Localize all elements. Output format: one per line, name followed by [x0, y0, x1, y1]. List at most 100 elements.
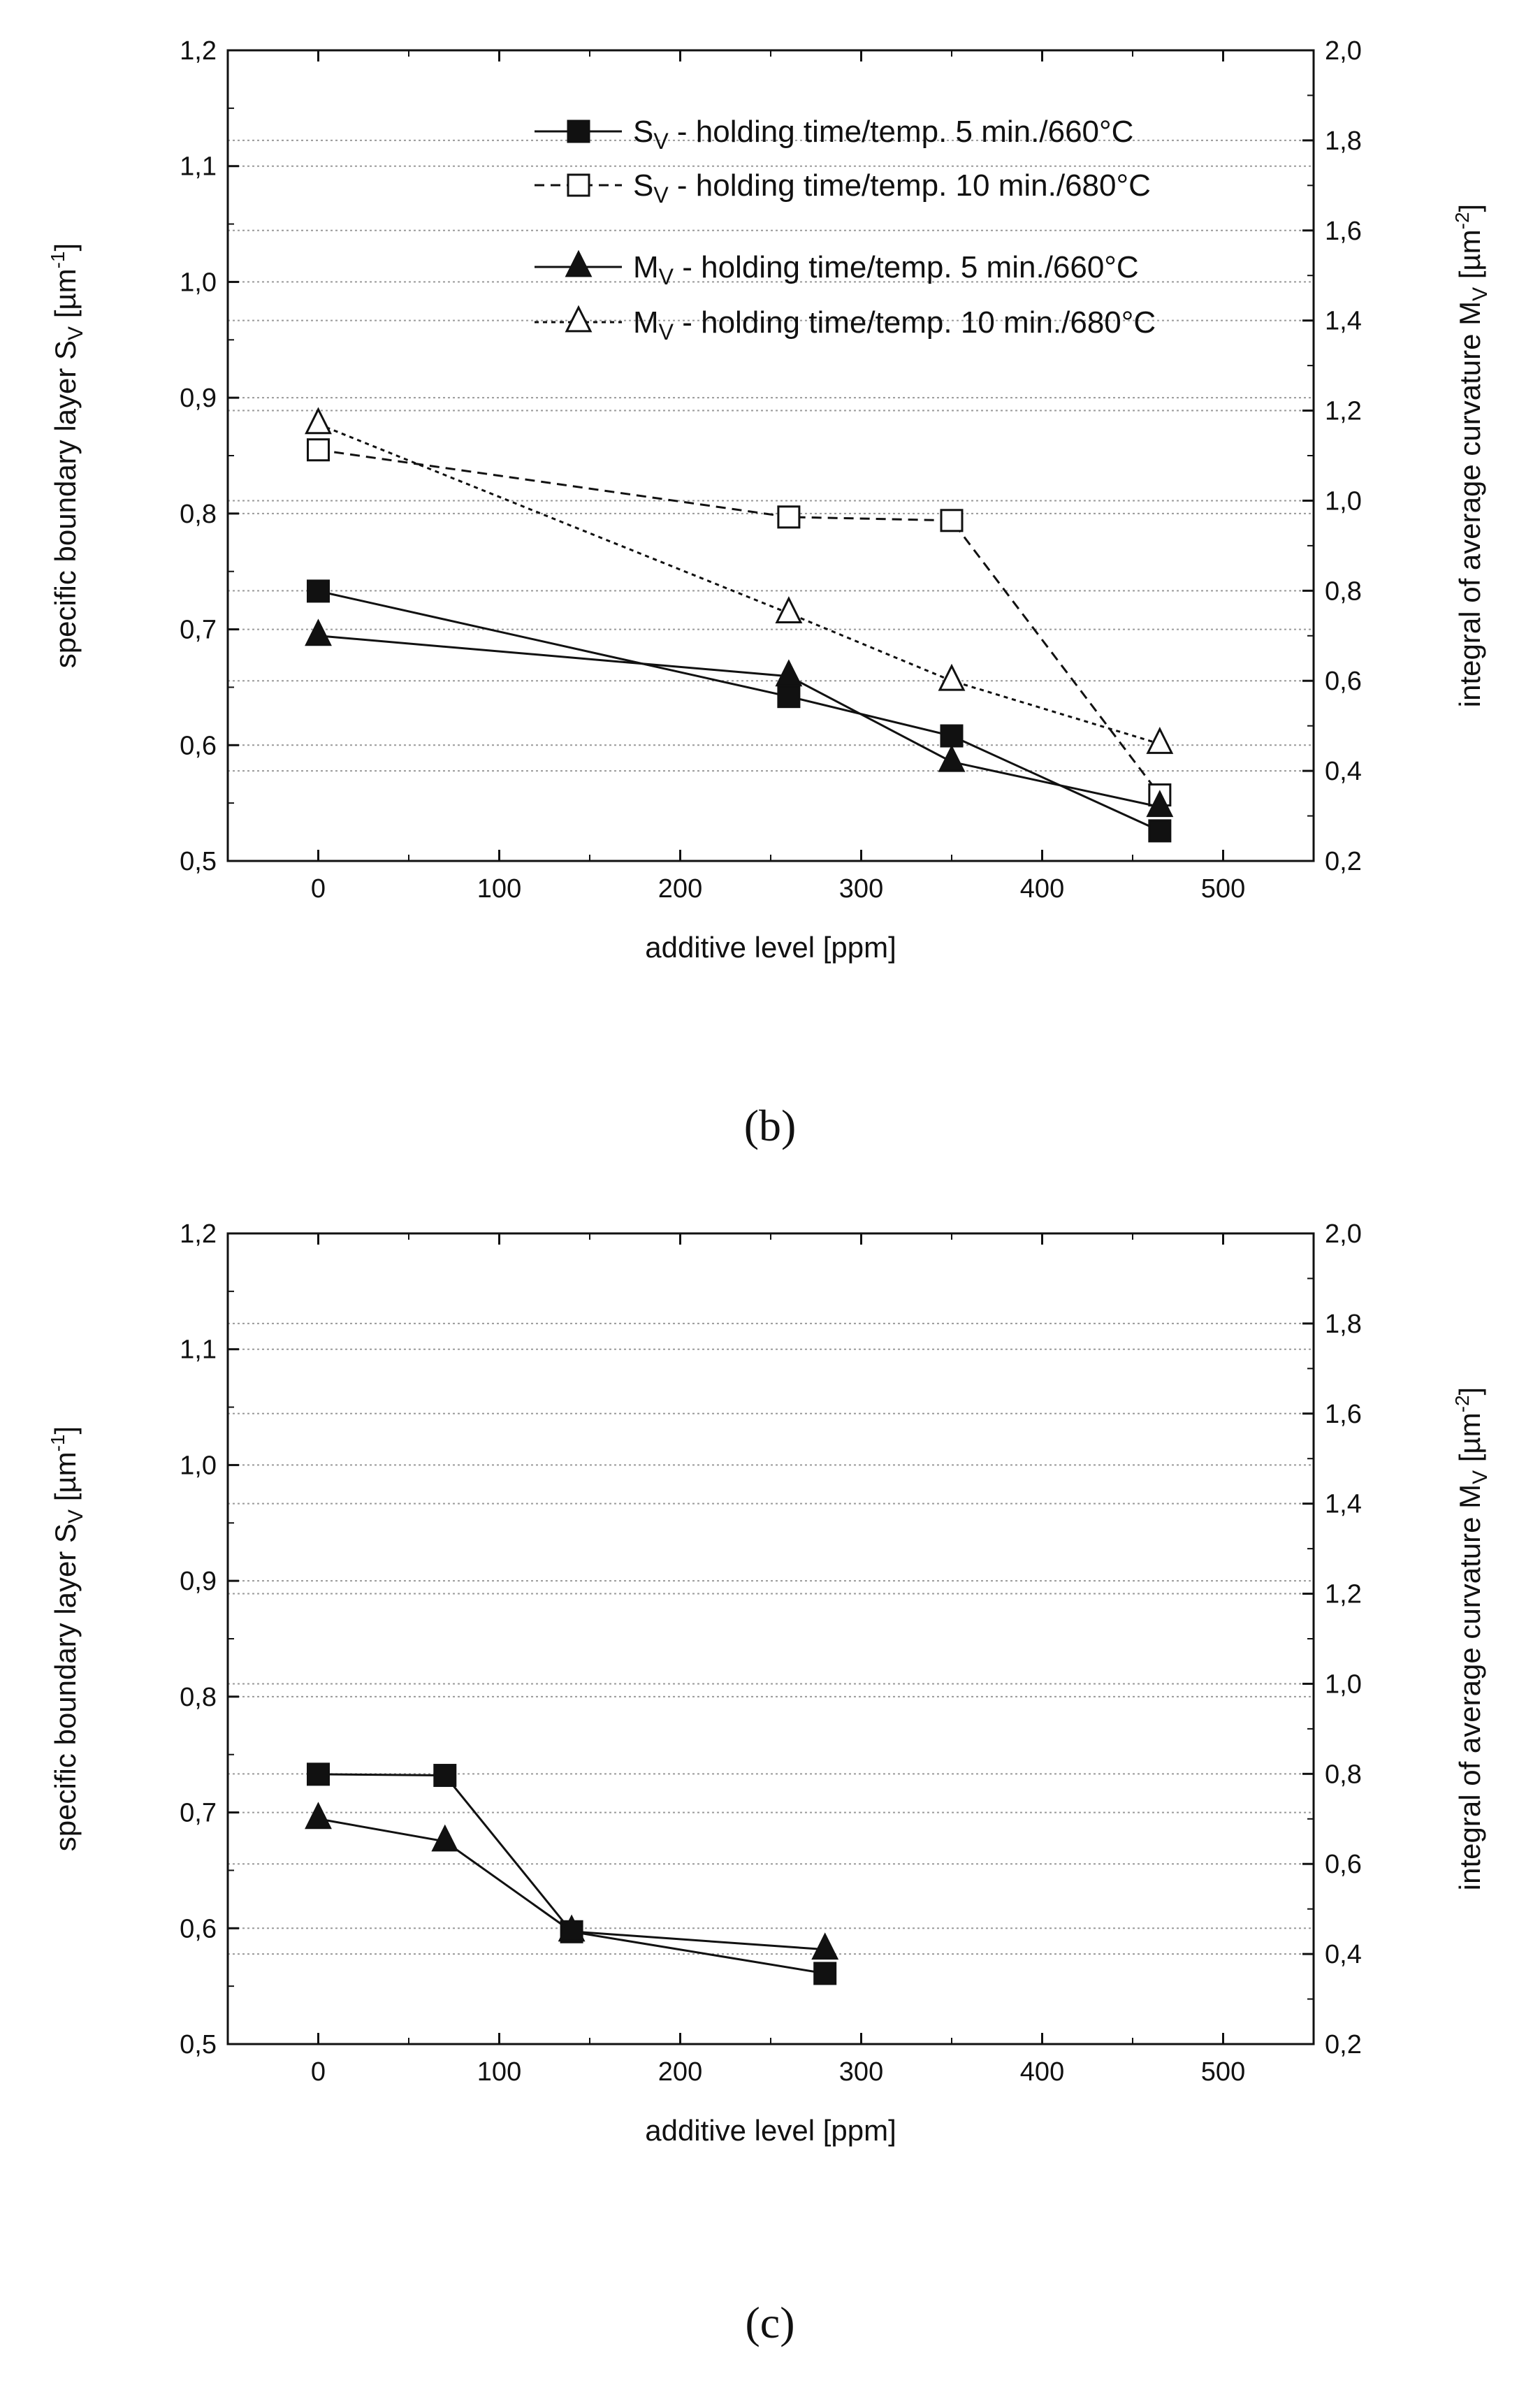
series-4	[305, 407, 1174, 754]
y2-tick-label: 2,0	[1325, 36, 1362, 66]
data-point	[777, 505, 801, 529]
data-point	[811, 1932, 839, 1960]
y-tick-label: 0,6	[180, 731, 217, 760]
data-point	[940, 724, 964, 748]
x-tick-label: 300	[839, 2057, 883, 2087]
y-tick-label: 1,0	[180, 1451, 217, 1480]
series-line	[318, 635, 1161, 809]
x-tick-label: 100	[477, 2057, 521, 2087]
legend-marker	[567, 173, 590, 197]
y2-tick-label: 1,6	[1325, 1400, 1362, 1429]
y2-tick-label: 0,6	[1325, 1850, 1362, 1879]
y-tick-label: 0,7	[180, 1799, 217, 1828]
y2-tick-label: 1,0	[1325, 486, 1362, 516]
x-tick-label: 400	[1020, 874, 1064, 904]
y2-tick-label: 1,4	[1325, 307, 1362, 336]
y2-tick-label: 0,8	[1325, 577, 1362, 606]
data-point	[777, 685, 801, 709]
y2-tick-label: 0,4	[1325, 757, 1362, 786]
y2-tick-label: 1,6	[1325, 217, 1362, 246]
data-point	[775, 596, 803, 623]
y-axis-label: specific boundary layer SV [µm-1]	[47, 1426, 87, 1851]
y-tick-label: 0,5	[180, 847, 217, 876]
caption-c: (c)	[745, 2298, 794, 2347]
gridlines	[228, 1322, 1314, 1955]
data-point	[1146, 727, 1174, 754]
series-1	[307, 1762, 837, 1985]
y2-tick-label: 0,6	[1325, 667, 1362, 696]
data-point	[938, 744, 966, 772]
y-tick-label: 1,2	[180, 1219, 217, 1249]
data-point	[558, 1914, 586, 1942]
y-tick-label: 0,8	[180, 500, 217, 529]
series-3	[305, 618, 1174, 818]
data-point	[431, 1824, 459, 1852]
x-axis-label: additive level [ppm]	[645, 2114, 896, 2147]
series-line	[317, 423, 1161, 745]
chart-panel-b: 0 100 200 300 400 500 0,5 0,6 0,7 0,8 0,9 1,0 1,1 1,2…	[47, 36, 1492, 964]
y2-tick-label: 1,8	[1325, 126, 1362, 156]
series-2	[307, 438, 1172, 807]
data-point	[940, 509, 964, 533]
data-point	[775, 659, 803, 687]
y-tick-label: 0,8	[180, 1683, 217, 1712]
series-line	[318, 1818, 825, 1951]
y-tick-label: 1,1	[180, 152, 217, 182]
legend-marker	[565, 305, 593, 333]
y-tick-label: 0,7	[180, 616, 217, 645]
y2-axis-label: integral of average curvature MV [µm-2]	[1451, 1387, 1492, 1890]
data-point	[305, 407, 332, 435]
y2-tick-label: 0,2	[1325, 847, 1362, 876]
y2-axis-label: integral of average curvature MV [µm-2]	[1451, 204, 1492, 707]
x-tick-label: 200	[658, 874, 702, 904]
x-tick-label: 0	[311, 874, 326, 904]
series-2	[305, 1802, 839, 1960]
chart-panel-c: 0 100 200 300 400 500 0,5 0,6 0,7 0,8 0,9 1,0 1,1 1,2…	[47, 1219, 1492, 2147]
data-point	[307, 438, 330, 462]
y-tick-label: 0,9	[180, 384, 217, 413]
y-tick-label: 1,1	[180, 1335, 217, 1365]
series-1	[307, 579, 1172, 843]
legend-label: MV - holding time/temp. 5 min./660°C	[633, 250, 1139, 289]
y2-tick-label: 0,8	[1325, 1760, 1362, 1789]
y-tick-label: 0,6	[180, 1914, 217, 1943]
data-point	[307, 579, 330, 603]
x-tick-label: 100	[477, 874, 521, 904]
y2-tick-label: 1,0	[1325, 1669, 1362, 1699]
data-point	[813, 1962, 837, 1985]
legend-label: SV - holding time/temp. 5 min./660°C	[633, 115, 1133, 154]
x-tick-label: 200	[658, 2057, 702, 2087]
x-tick-label: 500	[1201, 874, 1245, 904]
data-point	[305, 1802, 332, 1830]
y2-tick-label: 2,0	[1325, 1219, 1362, 1249]
y2-tick-label: 1,2	[1325, 1580, 1362, 1609]
y2-tick-label: 0,2	[1325, 2030, 1362, 2059]
y2-tick-label: 1,4	[1325, 1490, 1362, 1519]
y2-tick-label: 0,4	[1325, 1940, 1362, 1969]
legend-marker	[567, 119, 590, 143]
legend-marker	[565, 249, 593, 277]
data-point	[938, 663, 966, 691]
y-tick-label: 1,2	[180, 36, 217, 66]
x-axis-label: additive level [ppm]	[645, 931, 896, 964]
x-tick-label: 0	[311, 2057, 326, 2087]
plot-frame	[226, 1232, 1315, 2045]
gridlines	[228, 139, 1314, 772]
caption-b: (b)	[744, 1101, 797, 1150]
legend: SV - holding time/temp. 5 min./660°C SV -…	[535, 115, 1156, 345]
y2-tick-label: 1,8	[1325, 1310, 1362, 1339]
data-point	[307, 1762, 330, 1786]
y-tick-label: 0,5	[180, 2030, 217, 2059]
series-line	[318, 1773, 825, 1975]
data-point	[1148, 819, 1172, 843]
y2-tick-label: 1,2	[1325, 397, 1362, 426]
y-tick-label: 0,9	[180, 1567, 217, 1596]
data-point	[305, 618, 332, 646]
x-tick-label: 400	[1020, 2057, 1064, 2087]
x-tick-label: 300	[839, 874, 883, 904]
x-tick-label: 500	[1201, 2057, 1245, 2087]
y-tick-label: 1,0	[180, 268, 217, 297]
y-axis-label: specific boundary layer SV [µm-1]	[47, 243, 87, 668]
legend-label: SV - holding time/temp. 10 min./680°C	[633, 168, 1151, 208]
